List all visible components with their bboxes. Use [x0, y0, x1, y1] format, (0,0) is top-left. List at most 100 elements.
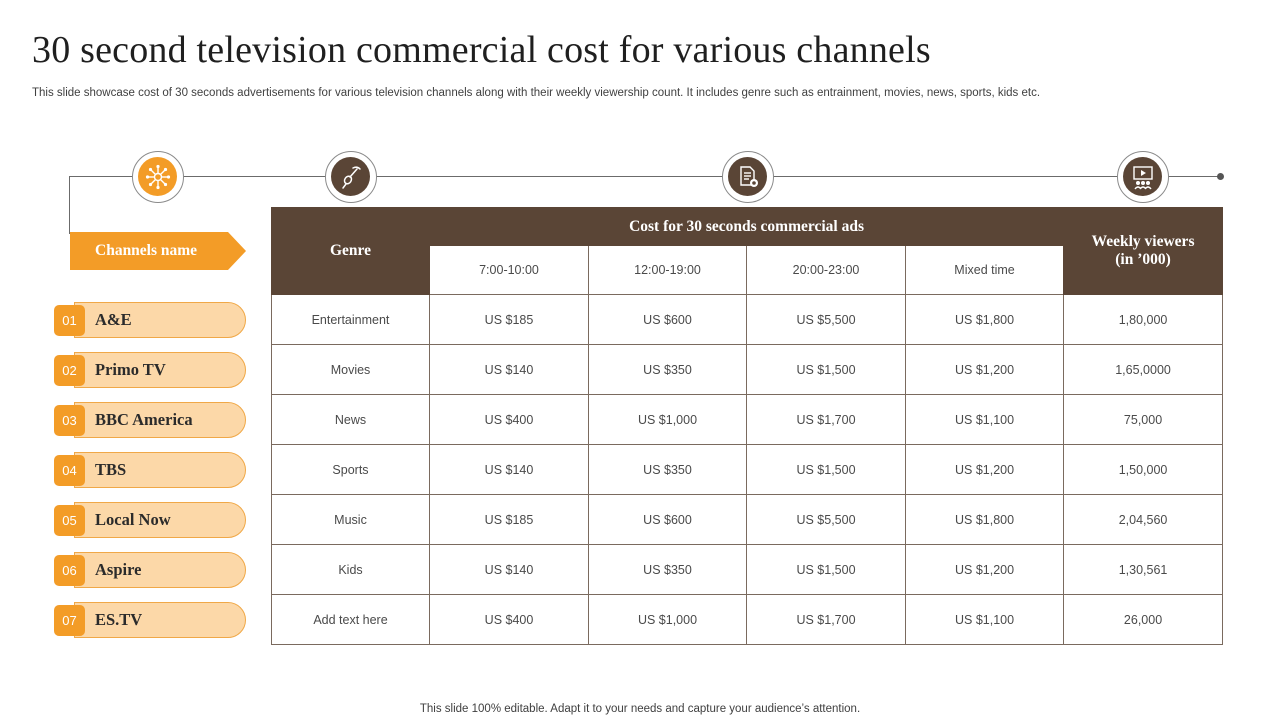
- table-cell: US $1,200: [904, 544, 1065, 595]
- cost-header: Cost for 30 seconds commercial ads: [428, 207, 1065, 246]
- channel-name: Aspire: [95, 560, 142, 579]
- table-cell: US $1,100: [904, 594, 1065, 645]
- microphone-icon-circle: [325, 151, 377, 203]
- table-cell: US $185: [429, 294, 589, 345]
- table-row: Movies US $140 US $350 US $1,500 US $1,200 1,…: [271, 344, 1224, 395]
- weekly-viewers-line1: Weekly viewers: [1091, 233, 1195, 250]
- channel-number: 06: [54, 555, 85, 586]
- channel-item: 06 Aspire: [54, 552, 247, 590]
- channel-pill: [74, 602, 246, 638]
- weekly-viewers-line2: (in ’000): [1115, 251, 1171, 268]
- table-cell: US $1,100: [904, 394, 1065, 445]
- table-cell: US $1,800: [904, 294, 1065, 345]
- channel-pill: [74, 552, 246, 588]
- channel-number: 01: [54, 305, 85, 336]
- channels-name-header: Channels name: [70, 232, 246, 270]
- table-cell: US $5,500: [746, 294, 906, 345]
- channel-item: 01 A&E: [54, 302, 247, 340]
- channel-number: 02: [54, 355, 85, 386]
- connector-line: [69, 176, 1221, 177]
- footer-note: This slide 100% editable. Adapt it to yo…: [419, 703, 861, 715]
- channel-item: 07 ES.TV: [54, 602, 247, 640]
- table-cell: US $1,200: [904, 444, 1065, 495]
- document-icon: [728, 157, 767, 196]
- channel-name: BBC America: [95, 410, 193, 429]
- time-slot-header: Mixed time: [904, 245, 1065, 295]
- table-row: News US $400 US $1,000 US $1,700 US $1,100 75…: [271, 394, 1224, 445]
- channel-number: 03: [54, 405, 85, 436]
- table-cell: US $1,700: [746, 394, 906, 445]
- table-cell: US $1,200: [904, 344, 1065, 395]
- table-row: Kids US $140 US $350 US $1,500 US $1,200 1,30…: [271, 544, 1224, 595]
- table-cell: US $185: [429, 494, 589, 545]
- channel-item: 03 BBC America: [54, 402, 247, 440]
- table-cell: Music: [271, 494, 430, 545]
- genre-header: Genre: [271, 207, 430, 295]
- table-cell: US $1,000: [588, 394, 747, 445]
- document-icon-circle: [722, 151, 774, 203]
- table-cell: US $140: [429, 344, 589, 395]
- table-cell: US $1,500: [746, 344, 906, 395]
- channel-pill: [74, 502, 246, 538]
- table-cell: US $1,000: [588, 594, 747, 645]
- table-cell: 2,04,560: [1063, 494, 1224, 545]
- table-cell: US $1,500: [746, 544, 906, 595]
- time-slot-header: 20:00-23:00: [746, 245, 906, 295]
- channel-item: 05 Local Now: [54, 502, 247, 540]
- table-cell: US $1,500: [746, 444, 906, 495]
- presentation-icon: [1123, 157, 1162, 196]
- channel-pill: [74, 402, 246, 438]
- table-cell: Sports: [271, 444, 430, 495]
- table-cell: Movies: [271, 344, 430, 395]
- time-slot-header: 7:00-10:00: [429, 245, 589, 295]
- channel-pill: [74, 352, 246, 388]
- table-row: Music US $185 US $600 US $5,500 US $1,800 2,0…: [271, 494, 1224, 545]
- channel-number: 07: [54, 605, 85, 636]
- network-icon: [138, 157, 177, 196]
- table-row: Entertainment US $185 US $600 US $5,500 US $…: [271, 294, 1224, 345]
- channel-name: Primo TV: [95, 360, 166, 379]
- table-cell: US $140: [429, 544, 589, 595]
- table-cell: 1,50,000: [1063, 444, 1224, 495]
- table-cell: 1,30,561: [1063, 544, 1224, 595]
- table-cell: News: [271, 394, 430, 445]
- connector-line-vertical: [69, 176, 70, 234]
- table-cell: US $5,500: [746, 494, 906, 545]
- weekly-viewers-header: Weekly viewers (in ’000): [1063, 207, 1224, 295]
- table-cell: US $1,700: [746, 594, 906, 645]
- table-cell: US $350: [588, 344, 747, 395]
- presentation-icon-circle: [1117, 151, 1169, 203]
- table-cell: 1,65,0000: [1063, 344, 1224, 395]
- table-cell: Entertainment: [271, 294, 430, 345]
- table-cell: US $140: [429, 444, 589, 495]
- table-cell: US $400: [429, 594, 589, 645]
- table-row: Sports US $140 US $350 US $1,500 US $1,200 1,…: [271, 444, 1224, 495]
- time-slot-header: 12:00-19:00: [588, 245, 747, 295]
- channel-name: TBS: [95, 460, 127, 479]
- table-row: Add text here US $400 US $1,000 US $1,700 US…: [271, 594, 1224, 645]
- connector-end-dot: [1217, 173, 1224, 180]
- channel-item: 02 Primo TV: [54, 352, 247, 390]
- table-cell: US $600: [588, 494, 747, 545]
- table-cell: Add text here: [271, 594, 430, 645]
- microphone-icon: [331, 157, 370, 196]
- network-icon-circle: [132, 151, 184, 203]
- channel-name: ES.TV: [95, 610, 143, 629]
- channel-number: 05: [54, 505, 85, 536]
- table-cell: US $350: [588, 444, 747, 495]
- page-subtitle: This slide showcase cost of 30 seconds a…: [32, 87, 1041, 99]
- channel-pill: [74, 452, 246, 488]
- page-title: 30 second television commercial cost for…: [32, 29, 931, 71]
- channel-name: Local Now: [95, 510, 171, 529]
- channel-pill: [74, 302, 246, 338]
- table-cell: Kids: [271, 544, 430, 595]
- table-cell: US $600: [588, 294, 747, 345]
- table-cell: US $1,800: [904, 494, 1065, 545]
- table-cell: US $350: [588, 544, 747, 595]
- table-cell: 26,000: [1063, 594, 1224, 645]
- channel-number: 04: [54, 455, 85, 486]
- channel-item: 04 TBS: [54, 452, 247, 490]
- table-cell: 75,000: [1063, 394, 1224, 445]
- channel-name: A&E: [95, 310, 132, 329]
- cost-table: Genre Cost for 30 seconds commercial ads…: [271, 207, 1224, 645]
